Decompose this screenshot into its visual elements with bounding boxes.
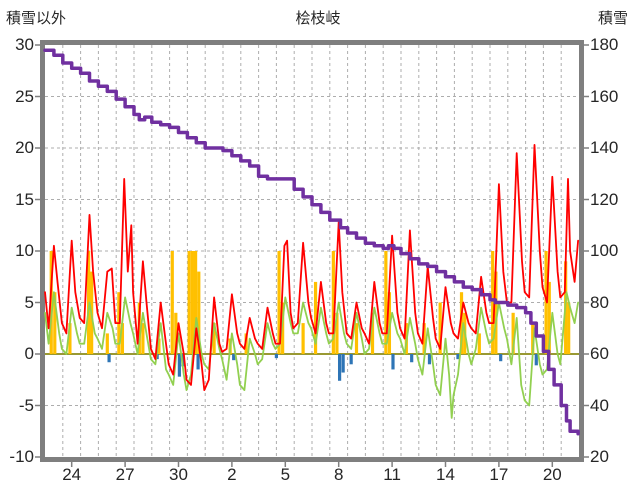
bars-orange-bar — [511, 312, 515, 354]
bars-orange-bar — [422, 323, 426, 354]
bars-orange-bar — [370, 312, 375, 354]
right-axis-title: 積雪 — [597, 10, 628, 27]
bars-blue-bar — [107, 354, 111, 363]
x-axis-tick-label: 11 — [383, 465, 401, 484]
bars-blue-bar — [349, 354, 353, 365]
bars-orange-bar — [193, 251, 198, 354]
bars-orange-bar — [120, 323, 125, 354]
bars-orange-bar — [384, 251, 388, 354]
right-axis-tick-label: 60 — [590, 344, 609, 363]
bars-orange-bar — [531, 323, 535, 354]
bars-orange-bar — [190, 251, 194, 354]
left-axis-tick-label: 5 — [24, 292, 34, 312]
bars-orange-bar — [68, 323, 72, 354]
bars-blue-bar — [410, 354, 414, 363]
snow-depth-line — [43, 48, 580, 436]
bars-orange-bar — [547, 281, 551, 354]
bars-orange-bar — [105, 333, 109, 354]
x-axis-tick-label: 24 — [62, 465, 82, 484]
bars-blue-bar — [181, 354, 185, 367]
left-axis-tick-label: 25 — [15, 86, 34, 106]
left-axis-tick-label: -10 — [9, 447, 34, 466]
bars-orange-bar — [174, 312, 178, 354]
right-axis-tick-label: 40 — [590, 395, 609, 415]
x-axis-tick-label: 27 — [115, 465, 135, 484]
chart-title: 桧枝岐 — [295, 10, 341, 27]
x-axis-tick-label: 2 — [227, 465, 237, 484]
bars-blue-bar — [274, 354, 278, 359]
left-axis-tick-label: 15 — [15, 189, 34, 209]
right-axis-tick-label: 160 — [590, 86, 619, 106]
bars-orange-bar — [141, 323, 145, 354]
bars-orange-bar — [301, 323, 305, 354]
x-axis-tick-label: 17 — [489, 465, 509, 484]
x-axis-tick-label: 8 — [333, 465, 344, 484]
bars-orange-bar — [187, 251, 191, 354]
bars-orange-bar — [331, 251, 335, 354]
bars-blue-bar — [341, 354, 345, 373]
right-axis-tick-label: 100 — [590, 241, 619, 260]
bars-orange-bar — [354, 323, 359, 354]
x-axis-tick-label: 14 — [436, 465, 455, 484]
left-axis-tick-label: 10 — [15, 241, 34, 260]
right-axis-tick-label: 80 — [590, 292, 609, 312]
bars-orange-bar — [335, 312, 339, 354]
bars-blue-bar — [456, 354, 460, 360]
x-axis-tick-label: 5 — [280, 465, 291, 484]
bars-orange-bar — [438, 302, 442, 354]
right-axis-tick-label: 20 — [590, 447, 609, 466]
left-axis-tick-label: 20 — [15, 138, 34, 157]
x-axis-tick-label: 20 — [542, 465, 562, 484]
left-axis-tick-label: 30 — [15, 35, 34, 54]
bars-blue-bar — [337, 354, 342, 381]
bars-blue-bar — [177, 354, 181, 377]
bars-blue-bar — [499, 354, 503, 362]
bars-orange-bar — [491, 251, 495, 354]
bars-orange-bar — [53, 292, 57, 354]
x-axis-tick-label: 30 — [169, 465, 188, 484]
bars-blue-bar — [534, 354, 538, 366]
bars-blue-bar — [427, 354, 432, 365]
bars-orange-bar — [567, 302, 571, 354]
bars-blue-bar — [391, 354, 395, 370]
chart-svg — [35, 44, 589, 467]
bars-orange-bar — [313, 281, 318, 354]
plot-area — [35, 40, 589, 467]
bars-orange-bar — [157, 338, 161, 354]
left-axis-title: 積雪以外 — [6, 10, 67, 27]
bars-orange-bar — [477, 333, 481, 354]
right-axis-tick-label: 180 — [590, 35, 619, 54]
bars-orange-bar — [212, 323, 216, 354]
line-red-line — [44, 144, 579, 391]
bars-orange-bar — [170, 251, 174, 354]
bars-orange-bar — [277, 251, 281, 354]
bars-orange-bar — [459, 292, 464, 354]
left-axis-tick-labels: 30 25 20 15 10 5 0 -5 -10 — [0, 0, 34, 501]
bars-orange-bar — [197, 271, 201, 354]
bars-orange-bar — [49, 251, 53, 354]
right-axis-tick-label: 140 — [590, 138, 619, 157]
x-axis-tick-labels: 24 27 30 2 5 8 11 14 17 20 — [0, 465, 636, 491]
right-axis-tick-label: 120 — [590, 189, 619, 209]
left-axis-tick-label: -5 — [18, 395, 34, 415]
right-axis-tick-labels: 180 160 140 120 100 80 60 40 20 — [590, 0, 636, 501]
left-axis-tick-label: 0 — [24, 344, 34, 363]
bars-orange-bar — [494, 271, 498, 354]
bars-blue-bar — [232, 354, 236, 361]
bars-blue-bar — [196, 354, 200, 370]
line-green-line — [44, 291, 579, 419]
